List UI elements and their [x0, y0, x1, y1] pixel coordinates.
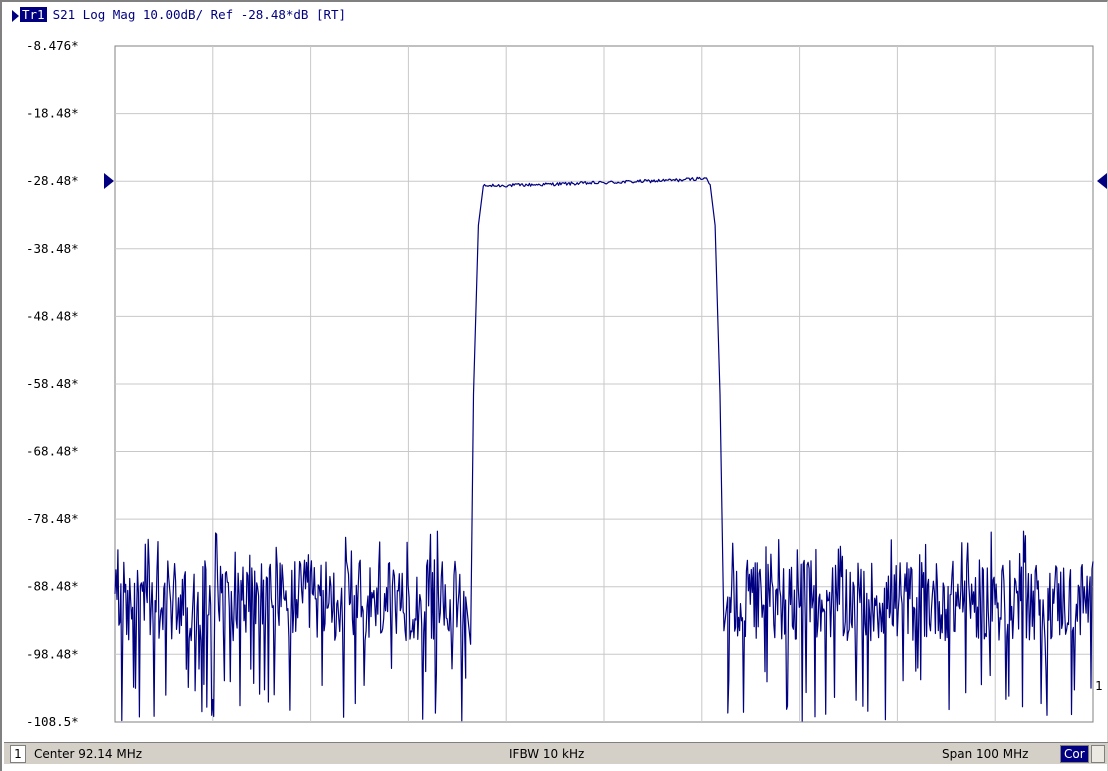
channel-number[interactable]: 1	[10, 745, 26, 763]
trace-settings-text[interactable]: S21 Log Mag 10.00dB/ Ref -28.48*dB [RT]	[52, 7, 347, 22]
center-frequency-label[interactable]: Center 92.14 MHz	[34, 747, 143, 761]
y-tick-label: -98.48*	[26, 646, 79, 661]
span-label[interactable]: Span 100 MHz	[942, 747, 1029, 761]
y-tick-label: -38.48*	[26, 241, 79, 256]
marker-1-label: 1	[1095, 678, 1103, 693]
y-tick-label: -88.48*	[26, 579, 79, 594]
y-tick-label: -58.48*	[26, 376, 79, 391]
active-trace-arrow-icon	[12, 9, 19, 22]
y-tick-label: -108.5*	[26, 714, 79, 729]
y-tick-label: -78.48*	[26, 511, 79, 526]
correction-badge[interactable]: Cor	[1060, 745, 1089, 763]
status-bar: 1 Center 92.14 MHz IFBW 10 kHz Span 100 …	[4, 742, 1108, 764]
y-tick-label: -48.48*	[26, 308, 79, 323]
trace-badge[interactable]: Tr1	[20, 7, 47, 22]
y-tick-label: -28.48*	[26, 173, 79, 188]
trace-plot[interactable]: -8.476* -18.48* -28.48* -38.48* -48.48* -58.4…	[2, 2, 1108, 742]
ref-level-right-arrow-icon	[1097, 173, 1107, 189]
y-tick-label: -8.476*	[26, 38, 79, 53]
y-tick-label: -18.48*	[26, 106, 79, 121]
ref-level-left-arrow-icon	[104, 173, 114, 189]
trace-header[interactable]: Tr1 S21 Log Mag 10.00dB/ Ref -28.48*dB [R…	[12, 6, 346, 24]
y-tick-label: -68.48*	[26, 444, 79, 459]
y-axis-tick-labels: -8.476* -18.48* -28.48* -38.48* -48.48* -58.4…	[26, 38, 79, 729]
ifbw-label[interactable]: IFBW 10 kHz	[509, 747, 585, 761]
s21-trace-line	[114, 176, 1094, 722]
status-indicator	[1091, 745, 1105, 763]
